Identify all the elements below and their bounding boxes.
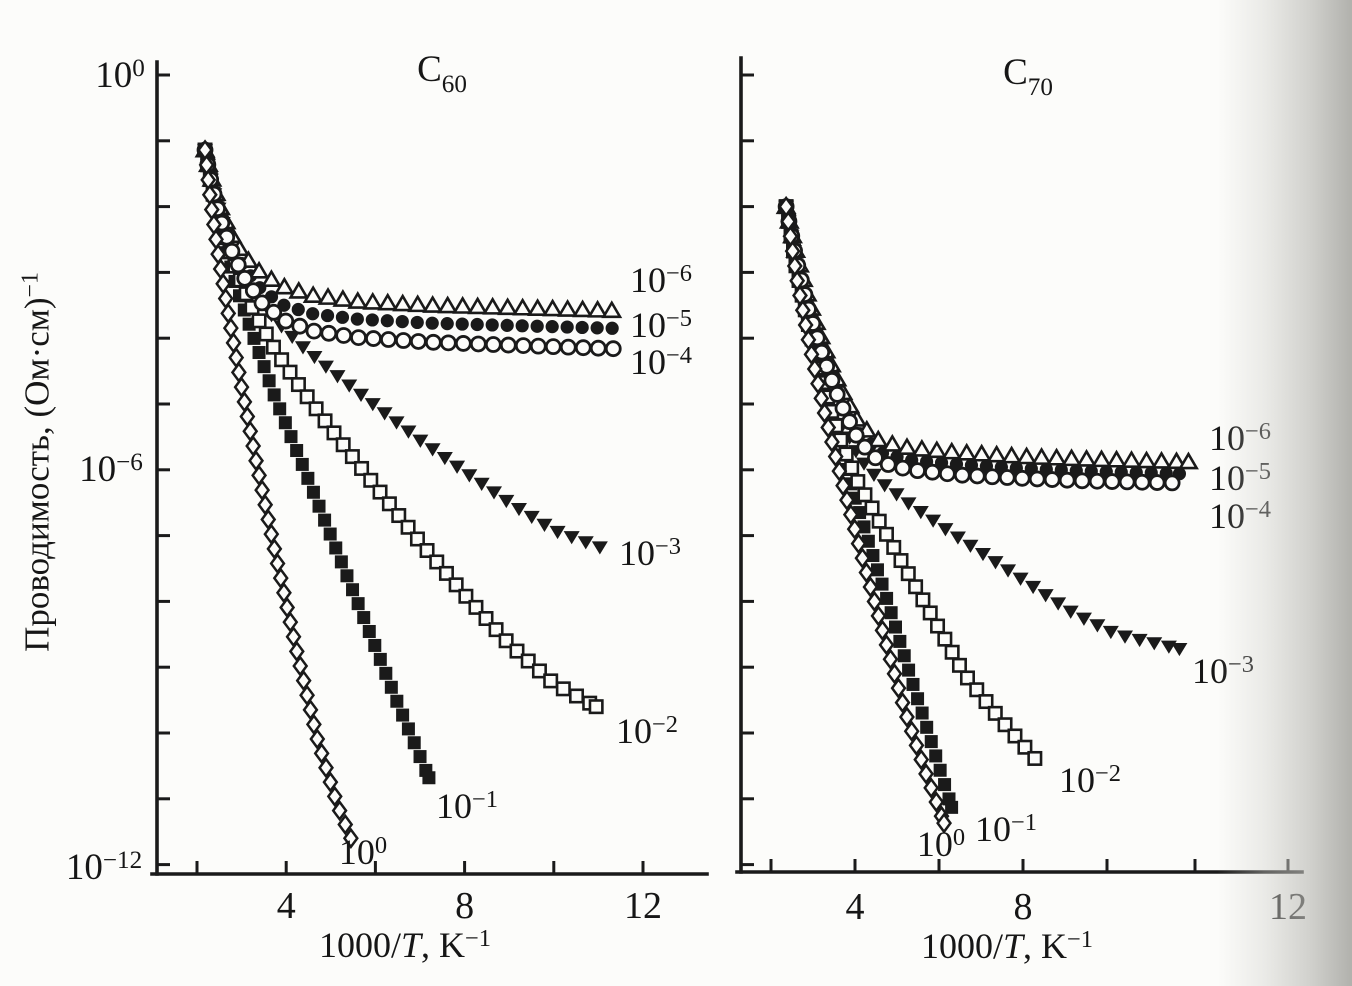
panel-0-series-10e0 xyxy=(197,139,359,849)
y-axis-title: Проводимость, (Ом·см)−1 xyxy=(17,272,57,652)
panel-1-x-tick-label: 4 xyxy=(846,888,865,926)
panel-0-series-label: 10−5 xyxy=(630,305,692,343)
panel-1-series-label-base: 10 xyxy=(974,809,1011,849)
panel-1-series-label-base: 10 xyxy=(1208,418,1245,458)
panel-1-series-label-base: 10 xyxy=(1191,651,1228,691)
panel-0-series-label: 100 xyxy=(339,832,387,870)
panel-c70-title: C70 xyxy=(1003,52,1053,100)
panel-0-series-label: 10−3 xyxy=(619,533,681,571)
panel-1-series-label-exponent: 0 xyxy=(952,823,966,851)
panel-0-series-label-base: 10 xyxy=(615,711,652,751)
panel-0-series-label-exponent: −2 xyxy=(651,710,679,738)
x-title-suffix: , K xyxy=(1023,926,1067,966)
panel-0-series-label-base: 10 xyxy=(629,305,666,345)
y-axis-title-exponent: −1 xyxy=(17,272,44,298)
panel-0-y-tick-label-base: 10 xyxy=(95,55,133,97)
x-title-exponent: −1 xyxy=(465,924,492,952)
panel-0-y-tick-label: 10−12 xyxy=(66,846,142,886)
panel-1-series-label-exponent: −3 xyxy=(1227,650,1255,678)
panel-c60-title-base: C xyxy=(417,49,442,91)
panel-0-x-tick-label: 4 xyxy=(277,887,296,925)
panel-1-series-label-base: 10 xyxy=(1208,496,1245,536)
panel-1-series-label: 10−6 xyxy=(1209,418,1271,456)
panel-1-series-label-exponent: −2 xyxy=(1094,759,1122,787)
panel-1-series-label-exponent: −5 xyxy=(1244,457,1272,485)
panel-0-series-label-exponent: −4 xyxy=(665,341,693,369)
panel-1-series-label-base: 10 xyxy=(1208,458,1245,498)
panel-1-series-label-base: 10 xyxy=(1058,760,1095,800)
panel-1-series-label-exponent: −6 xyxy=(1244,417,1272,445)
x-title-variable: T xyxy=(400,925,421,965)
panel-c60-title: C60 xyxy=(417,49,467,97)
x-axis-title-c60: 1000/T, K−1 xyxy=(319,925,491,963)
panel-0-y-tick-label-exponent: −12 xyxy=(102,846,143,874)
x-title-prefix: 1000/ xyxy=(318,925,401,965)
panel-c70-title-base: C xyxy=(1003,52,1028,94)
y-axis-title-text: Проводимость, (Ом·см) xyxy=(17,297,57,652)
panel-1-series-10e0 xyxy=(778,195,952,834)
panel-1-x-tick-label: 8 xyxy=(1014,888,1033,926)
panel-0-series-label: 10−2 xyxy=(616,711,678,749)
panel-0-y-tick-label: 10−6 xyxy=(79,448,143,488)
panel-0-series-label-exponent: −1 xyxy=(471,785,499,813)
panel-1-series-label: 10−5 xyxy=(1209,458,1271,496)
panel-0-series-label-base: 10 xyxy=(338,832,375,872)
panel-0-series-label-exponent: −6 xyxy=(665,259,693,287)
panel-1-x-tick-label-base: 12 xyxy=(1269,886,1307,928)
panel-1-x-tick-label: 12 xyxy=(1269,888,1307,926)
panel-0-series-label-base: 10 xyxy=(435,786,472,826)
panel-0-y-tick-label-base: 10 xyxy=(65,847,103,889)
panel-1-series-label: 10−1 xyxy=(975,809,1037,847)
panel-1-axes xyxy=(735,56,1304,874)
panel-0-y-tick-label-exponent: 0 xyxy=(132,54,145,82)
panel-0-x-tick-label-base: 8 xyxy=(455,885,475,927)
panel-1-series-label: 10−4 xyxy=(1209,496,1271,534)
panel-c70-title-sub: 70 xyxy=(1027,74,1053,102)
panel-c60-title-sub: 60 xyxy=(441,71,467,99)
x-title-variable: T xyxy=(1002,926,1023,966)
panel-0-series-label-exponent: 0 xyxy=(374,831,388,859)
x-title-suffix: , K xyxy=(421,925,465,965)
panel-0-series-label-exponent: −5 xyxy=(665,304,693,332)
panel-0-series-label: 10−4 xyxy=(630,342,692,380)
panel-1-series-label-exponent: −1 xyxy=(1010,808,1038,836)
panel-0-x-tick-label-base: 12 xyxy=(624,885,662,927)
x-axis-title-c70: 1000/T, K−1 xyxy=(921,926,1093,964)
panel-0-x-tick-label: 8 xyxy=(455,887,474,925)
panel-0-x-tick-label: 12 xyxy=(624,887,662,925)
x-title-prefix: 1000/ xyxy=(920,926,1003,966)
panel-0-series-label-exponent: −3 xyxy=(654,532,682,560)
panel-0-x-tick-label-base: 4 xyxy=(276,885,296,927)
panel-1-series-label: 10−2 xyxy=(1059,760,1121,798)
panel-0-series-label-base: 10 xyxy=(618,533,655,573)
panel-1-series-label: 10−3 xyxy=(1192,651,1254,689)
panel-1-series-label: 100 xyxy=(917,824,965,862)
panel-0-series-label-base: 10 xyxy=(629,342,666,382)
panel-0-y-tick-label-exponent: −6 xyxy=(116,448,143,476)
panel-1-x-tick-label-base: 4 xyxy=(845,886,865,928)
panel-0-series-label-base: 10 xyxy=(629,260,666,300)
panel-1-x-tick-label-base: 8 xyxy=(1013,886,1033,928)
panel-0-axes xyxy=(150,60,709,876)
panel-1-series-label-base: 10 xyxy=(916,824,953,864)
panel-0-series-label: 10−1 xyxy=(436,786,498,824)
panel-0-series-label: 10−6 xyxy=(630,260,692,298)
panel-1-series-label-exponent: −4 xyxy=(1244,495,1272,523)
panel-0-series-10e−2 xyxy=(197,142,604,715)
x-title-exponent: −1 xyxy=(1067,925,1094,953)
panel-0-y-tick-label: 100 xyxy=(95,54,145,94)
panel-0-y-tick-label-base: 10 xyxy=(79,449,117,491)
